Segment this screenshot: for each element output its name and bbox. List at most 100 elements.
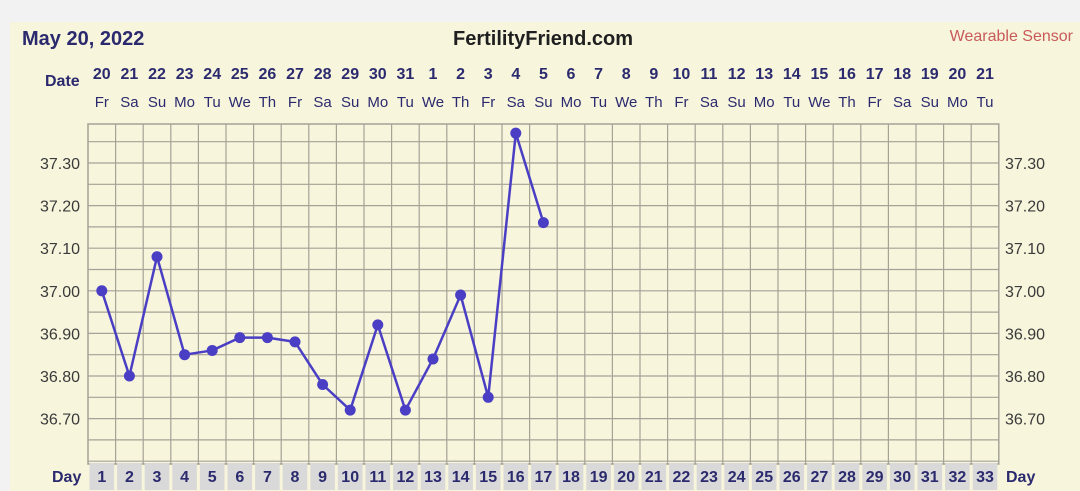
day-cell <box>89 463 115 490</box>
day-label: 9 <box>318 469 327 486</box>
y-tick-label-left: 37.00 <box>40 284 80 301</box>
wearable-sensor-label[interactable]: Wearable Sensor <box>950 28 1074 45</box>
temperature-point[interactable] <box>317 379 329 391</box>
day-cell <box>724 463 749 490</box>
date-label: 25 <box>231 66 249 83</box>
weekday-label: Mo <box>754 94 775 111</box>
day-label: 24 <box>728 469 746 486</box>
day-label: 23 <box>700 469 718 486</box>
date-label: 16 <box>838 66 856 83</box>
day-label: 27 <box>811 469 829 486</box>
day-cell <box>255 463 280 490</box>
weekday-label: Tu <box>977 94 994 111</box>
day-cell <box>613 463 639 490</box>
day-cell <box>917 463 943 490</box>
date-label: 6 <box>567 66 576 83</box>
day-row-label-left: Day <box>52 469 81 486</box>
date-label: 29 <box>341 66 359 83</box>
day-label: 6 <box>235 469 244 486</box>
day-label: 21 <box>645 469 663 486</box>
weekday-label: We <box>615 94 637 111</box>
day-label: 15 <box>479 469 497 486</box>
weekday-label: Fr <box>95 94 109 111</box>
date-label: 1 <box>429 66 438 83</box>
day-cell <box>834 463 860 490</box>
weekday-label: Mo <box>367 94 388 111</box>
day-label: 4 <box>180 469 189 486</box>
date-label: 2 <box>456 66 465 83</box>
grid <box>87 123 1000 465</box>
temperature-point[interactable] <box>179 349 191 361</box>
temperature-point[interactable] <box>510 127 522 139</box>
temperature-point[interactable] <box>399 404 411 416</box>
day-cell <box>199 463 225 490</box>
day-cell <box>144 463 170 490</box>
day-cell <box>751 463 777 490</box>
date-label: 10 <box>673 66 691 83</box>
date-label: 8 <box>622 66 631 83</box>
temperature-point[interactable] <box>96 285 108 297</box>
temperature-point[interactable] <box>427 353 439 365</box>
date-label: 11 <box>701 66 718 83</box>
temperature-chart: May 20, 2022 FertilityFriend.com Wearabl… <box>22 28 1074 490</box>
y-tick-label-right: 37.20 <box>1005 199 1045 216</box>
day-label: 32 <box>949 469 967 486</box>
date-label: 7 <box>594 66 603 83</box>
temperature-point[interactable] <box>455 289 467 301</box>
temperature-point[interactable] <box>234 332 246 344</box>
date-label: 27 <box>286 66 304 83</box>
day-cell <box>945 463 970 490</box>
temperature-point[interactable] <box>261 332 273 344</box>
y-tick-label-right: 36.90 <box>1005 326 1045 343</box>
weekday-label: We <box>422 94 444 111</box>
y-tick-label-left: 37.10 <box>40 241 80 258</box>
date-label: 9 <box>649 66 658 83</box>
y-tick-label-right: 37.00 <box>1005 284 1045 301</box>
day-cell <box>420 463 446 490</box>
date-label: 18 <box>893 66 911 83</box>
temperature-point[interactable] <box>123 370 135 382</box>
day-cell <box>889 463 915 490</box>
day-label: 25 <box>755 469 773 486</box>
day-label: 12 <box>397 469 415 486</box>
date-label: 31 <box>397 66 415 83</box>
weekday-label: Fr <box>481 94 495 111</box>
y-tick-label-left: 37.20 <box>40 199 80 216</box>
day-label: 29 <box>866 469 884 486</box>
date-label: 20 <box>93 66 111 83</box>
y-tick-label-left: 36.90 <box>40 326 80 343</box>
weekday-label: Sa <box>507 94 526 111</box>
weekday-label: Mo <box>561 94 582 111</box>
weekday-label: Mo <box>174 94 195 111</box>
temperature-point[interactable] <box>289 336 301 348</box>
day-cell <box>972 463 998 490</box>
weekday-label: Su <box>148 94 166 111</box>
weekday-label: Fr <box>674 94 688 111</box>
day-cell <box>172 463 197 490</box>
date-row-label: Date <box>45 73 80 90</box>
date-label: 12 <box>728 66 746 83</box>
weekday-label: Th <box>838 94 856 111</box>
weekday-label: Tu <box>397 94 414 111</box>
site-title: FertilityFriend.com <box>453 28 633 50</box>
temperature-point[interactable] <box>372 319 384 331</box>
date-label: 14 <box>783 66 801 83</box>
y-tick-label-right: 36.80 <box>1005 369 1045 386</box>
weekday-label: Su <box>341 94 359 111</box>
date-label: 20 <box>949 66 967 83</box>
temperature-point[interactable] <box>482 391 494 403</box>
y-tick-label-left: 36.70 <box>40 412 80 429</box>
temperature-point[interactable] <box>344 404 356 416</box>
day-cell <box>337 463 363 490</box>
temperature-point[interactable] <box>151 251 163 263</box>
weekday-label: Sa <box>120 94 139 111</box>
chart-date: May 20, 2022 <box>22 28 144 50</box>
day-cell <box>448 463 473 490</box>
weekday-label: Fr <box>868 94 882 111</box>
temperature-point[interactable] <box>537 217 549 229</box>
temperature-point[interactable] <box>206 344 218 356</box>
y-tick-label-left: 36.80 <box>40 369 80 386</box>
date-label: 15 <box>811 66 829 83</box>
weekday-label: We <box>229 94 251 111</box>
day-cell <box>586 463 611 490</box>
